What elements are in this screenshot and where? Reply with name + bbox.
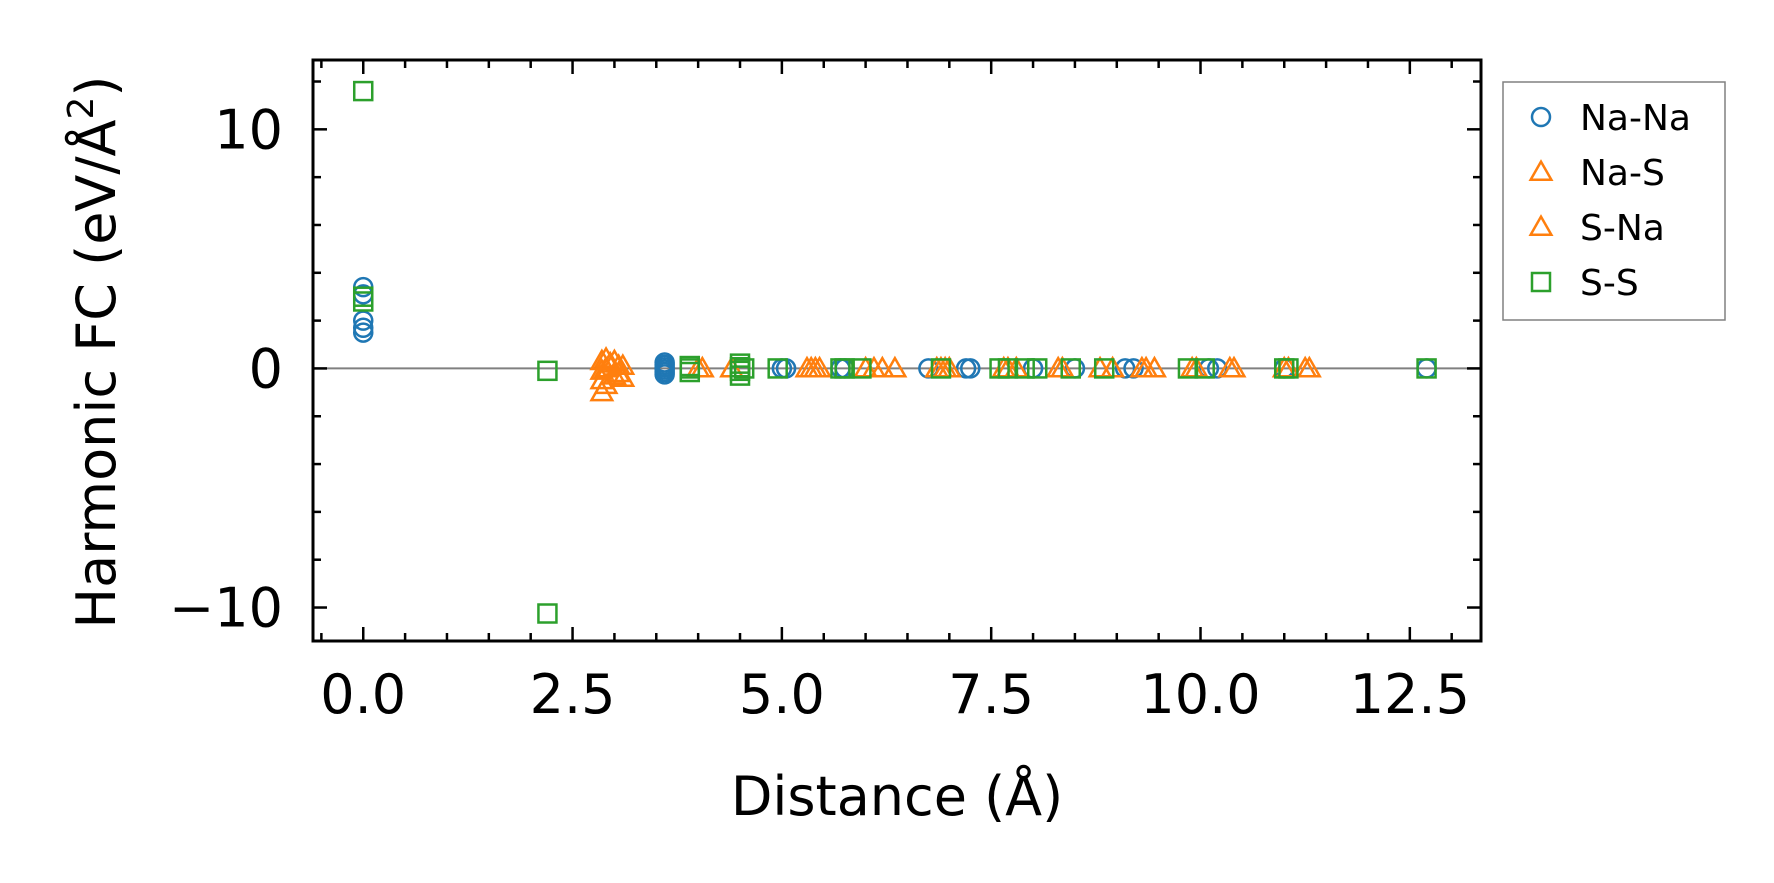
point-s-s	[729, 365, 751, 386]
y-axis-label-close: )	[65, 76, 128, 97]
point-s-s	[1278, 358, 1299, 379]
point-s-s	[1093, 358, 1115, 379]
point-na-na	[960, 358, 981, 379]
point-na-s	[689, 355, 715, 378]
x-axis-label: Distance (Å)	[731, 764, 1063, 828]
point-s-na	[807, 355, 833, 378]
point-s-s	[930, 358, 952, 379]
point-na-na	[352, 322, 374, 343]
y-tick-labels: −10 0 10	[169, 98, 283, 639]
x-tick-label: 2.5	[530, 663, 616, 726]
legend-frame	[1502, 81, 1726, 321]
point-s-na	[1292, 355, 1318, 378]
point-s-s	[834, 358, 855, 379]
point-s-na	[1217, 355, 1243, 378]
data-marks	[352, 80, 1437, 624]
point-s-na	[593, 372, 619, 395]
point-s-s	[1416, 358, 1437, 379]
x-tick-label: 7.5	[948, 663, 1034, 726]
point-s-na	[610, 353, 636, 376]
point-na-na	[654, 364, 675, 385]
legend-marker-na-na	[1530, 106, 1552, 128]
legend-label-s-s: S-S	[1580, 263, 1639, 304]
point-na-na	[1114, 358, 1136, 379]
legend-label-na-s: Na-S	[1580, 153, 1665, 194]
x-tick-label: 10.0	[1140, 663, 1260, 726]
point-s-s	[1026, 358, 1048, 379]
x-tick-label: 0.0	[320, 663, 406, 726]
legend-marker-na-s	[1528, 159, 1554, 182]
point-s-s	[1194, 358, 1215, 379]
plot-frame	[311, 58, 1483, 643]
x-tick-label: 12.5	[1350, 663, 1470, 726]
point-s-s	[1014, 358, 1035, 379]
point-s-na	[1133, 355, 1159, 378]
y-tick-label: 0	[249, 337, 283, 400]
point-s-s	[997, 358, 1019, 379]
legend-marker-s-s	[1530, 271, 1552, 293]
point-s-s	[1060, 358, 1081, 379]
point-na-na	[1207, 358, 1228, 379]
y-axis-label: Harmonic FC (eV/Å2)	[61, 76, 128, 629]
plot-area	[313, 60, 1481, 641]
point-na-s	[882, 355, 908, 378]
legend-label-na-na: Na-Na	[1580, 98, 1691, 139]
point-s-s	[767, 358, 788, 379]
y-tick-label: 10	[214, 98, 283, 161]
legend-label-s-na: S-Na	[1580, 208, 1665, 249]
y-tick-label: −10	[169, 577, 283, 640]
y-axis-label-main: Harmonic FC (eV/Å	[64, 119, 128, 628]
point-s-s	[1177, 358, 1199, 379]
point-s-s	[851, 358, 872, 379]
point-s-na	[861, 355, 887, 378]
point-s-s	[733, 358, 755, 379]
series-s-s	[352, 80, 1437, 624]
x-tick-labels: 0.0 2.5 5.0 7.5 10.0 12.5	[320, 663, 1470, 726]
point-s-s	[537, 603, 558, 624]
point-s-s	[352, 80, 374, 102]
y-axis-label-superscript: 2	[61, 97, 102, 120]
legend-items: Na-Na Na-S S-Na S-S	[1528, 98, 1691, 304]
x-tick-label: 5.0	[739, 663, 825, 726]
legend-marker-s-na	[1528, 214, 1554, 237]
point-s-s	[537, 360, 558, 382]
point-s-s	[679, 361, 701, 383]
legend: Na-Na Na-S S-Na S-S	[1502, 81, 1726, 321]
point-s-s	[352, 291, 374, 312]
